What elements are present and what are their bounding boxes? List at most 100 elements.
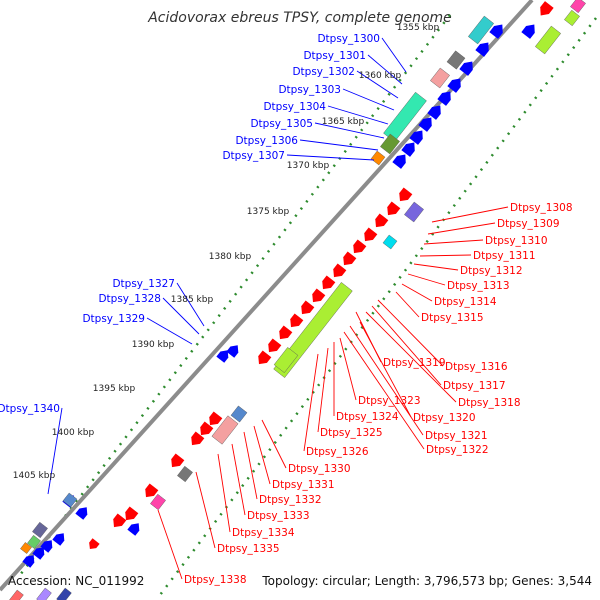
- gene-label-forward: Dtpsy_1338: [184, 574, 247, 586]
- topology-text: Topology: circular; Length: 3,796,573 bp…: [261, 574, 592, 588]
- reverse-gene-arrow: [226, 345, 239, 358]
- gene-label-reverse: Dtpsy_1340: [0, 403, 60, 415]
- kbp-tick-label: 1375 kbp: [247, 207, 290, 217]
- reverse-gene-arrow: [216, 350, 229, 363]
- gene-box-green: [27, 535, 41, 549]
- reverse-gene-arrow: [427, 105, 441, 120]
- gene-label-forward: Dtpsy_1323: [358, 395, 421, 407]
- forward-gene-arrow: [312, 288, 326, 303]
- gene-label-forward: Dtpsy_1321: [425, 430, 488, 442]
- gene-box-grey: [446, 50, 466, 70]
- forward-gene-arrow: [200, 421, 214, 436]
- gene-label-forward: Dtpsy_1326: [306, 446, 369, 458]
- forward-gene-arrow: [89, 538, 100, 549]
- gene-label-reverse: Dtpsy_1329: [82, 313, 145, 325]
- gene-box-orange: [20, 542, 32, 554]
- label-leader-line: [407, 273, 446, 286]
- reverse-gene-arrow: [32, 547, 45, 560]
- gene-box-red: [8, 589, 24, 600]
- gene-label-reverse: Dtpsy_1304: [263, 101, 326, 113]
- kbp-tick-label: 1360 kbp: [359, 71, 402, 81]
- mobile-element-box: [467, 15, 495, 45]
- gene-label-reverse: Dtpsy_1307: [222, 150, 285, 162]
- gene-box-magenta: [150, 493, 166, 511]
- gene-label-reverse: Dtpsy_1303: [278, 84, 341, 96]
- label-leader-line: [365, 311, 457, 403]
- gene-label-forward: Dtpsy_1330: [288, 463, 351, 475]
- forward-gene-arrow: [268, 338, 282, 353]
- reverse-gene-arrow: [521, 24, 535, 39]
- kbp-tick-label: 1395 kbp: [93, 384, 136, 394]
- forward-gene-arrow: [258, 350, 272, 365]
- gene-label-reverse: Dtpsy_1305: [250, 118, 313, 130]
- gene-label-forward: Dtpsy_1319: [383, 357, 446, 369]
- label-leader-line: [286, 154, 375, 161]
- reverse-gene-arrow: [409, 130, 423, 145]
- label-leader-line: [356, 70, 399, 99]
- gene-label-forward: Dtpsy_1322: [426, 444, 489, 456]
- gene-label-forward: Dtpsy_1333: [247, 510, 310, 522]
- label-leader-line: [253, 425, 271, 485]
- feature-track: [8, 0, 586, 600]
- reverse-gene-arrow: [447, 78, 461, 93]
- forward-gene-arrow: [540, 1, 554, 16]
- label-leader-line: [243, 431, 258, 500]
- forward-gene-arrow: [322, 275, 336, 290]
- forward-gene-arrow: [301, 300, 315, 315]
- forward-gene-arrow: [145, 483, 159, 498]
- forward-gene-arrow: [343, 251, 357, 266]
- gene-label-forward: Dtpsy_1317: [443, 380, 506, 392]
- gene-box-olive: [380, 133, 400, 155]
- label-leader-line: [419, 254, 472, 257]
- reverse-gene-arrow: [475, 42, 489, 57]
- gene-label-forward: Dtpsy_1324: [336, 411, 399, 423]
- gene-label-reverse: Dtpsy_1302: [292, 66, 355, 78]
- gene-label-forward: Dtpsy_1318: [458, 397, 521, 409]
- tick-track-inner: [159, 17, 597, 596]
- label-leader-line: [413, 263, 459, 271]
- reverse-gene-arrow: [127, 523, 140, 536]
- gene-label-forward: Dtpsy_1314: [434, 296, 497, 308]
- gene-label-forward: Dtpsy_1320: [413, 412, 476, 424]
- gene-label-forward: Dtpsy_1310: [485, 235, 548, 247]
- gene-box-lime: [273, 347, 299, 373]
- label-leaders: [47, 37, 509, 580]
- kbp-tick-label: 1385 kbp: [171, 295, 214, 305]
- label-leader-line: [343, 331, 425, 450]
- forward-gene-arrow: [364, 227, 378, 242]
- label-leader-line: [327, 105, 389, 125]
- gene-box-lavender: [36, 587, 52, 600]
- kbp-tick-label: 1380 kbp: [209, 252, 252, 262]
- forward-gene-arrow: [399, 187, 413, 202]
- label-leader-line: [157, 509, 183, 580]
- label-leader-line: [162, 297, 200, 335]
- gene-label-forward: Dtpsy_1308: [510, 202, 573, 214]
- label-leader-line: [342, 88, 395, 111]
- forward-gene-arrow: [333, 263, 347, 278]
- label-leader-line: [359, 321, 412, 418]
- forward-gene-arrow: [353, 239, 367, 254]
- map-title: Acidovorax ebreus TPSY, complete genome: [147, 10, 452, 26]
- reverse-gene-arrow: [418, 117, 432, 132]
- reverse-gene-arrow: [75, 507, 88, 520]
- forward-gene-arrow: [191, 431, 205, 446]
- gene-box-lime: [534, 25, 562, 55]
- reverse-gene-arrow: [392, 154, 406, 169]
- forward-gene-arrow: [209, 411, 223, 426]
- reverse-gene-arrow: [52, 533, 65, 546]
- gene-label-reverse: Dtpsy_1301: [303, 50, 366, 62]
- label-leader-line: [314, 122, 385, 139]
- reverse-gene-arrow: [437, 91, 451, 106]
- reverse-gene-arrow: [22, 555, 35, 568]
- gene-label-forward: Dtpsy_1335: [217, 543, 280, 555]
- gene-box-grey: [177, 465, 193, 483]
- label-leader-line: [195, 471, 216, 549]
- kbp-scale: 1355 kbp 1360 kbp 1365 kbp 1370 kbp 1375 kbp…: [13, 23, 440, 481]
- gene-box-pink: [211, 415, 239, 445]
- gene-box-cyan: [382, 234, 398, 250]
- label-leader-line: [381, 37, 407, 73]
- label-leader-line: [427, 222, 496, 235]
- gene-label-reverse: Dtpsy_1328: [98, 293, 161, 305]
- forward-gene-arrow: [375, 213, 389, 228]
